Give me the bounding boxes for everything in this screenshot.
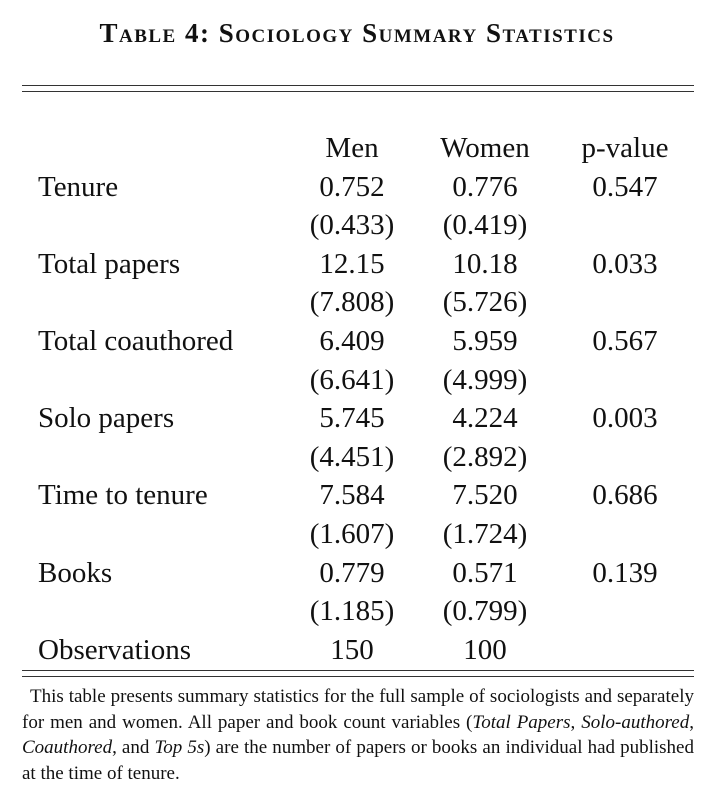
mean: 6.409 [319,325,385,357]
note-text: , [689,711,694,733]
row-label: Total coauthored [38,325,234,357]
table-title: Table 4: Sociology Summary Statistics [99,18,615,48]
mean: 10.18 [452,247,518,280]
mean: 7.520 [452,479,518,512]
row-label: Time to tenure [38,479,208,512]
row-label: Books [38,556,113,589]
std-error: (4.999) [442,363,528,396]
std-error: (6.641) [309,363,395,396]
mean: 5.959 [452,325,518,357]
column-header: Men [325,132,379,164]
note-italic: Solo-authored [581,711,690,733]
column-header: Women [440,132,530,164]
rule [22,91,694,92]
mean: 0.571 [452,556,518,589]
std-error: (0.799) [442,595,528,628]
observation-count: 150 [330,633,374,666]
table-note: This table presents summary statistics f… [22,684,694,786]
std-error: (5.726) [442,286,528,319]
mean: 0.752 [319,170,385,203]
p-value: 0.567 [592,325,658,357]
p-value: 0.033 [592,247,658,280]
mean: 0.776 [452,170,518,203]
note-italic: Coauthored [22,737,113,758]
rule [22,670,694,671]
mean: 7.584 [319,479,385,512]
row-label: Solo papers [38,402,175,435]
std-error: (1.185) [309,595,395,628]
note-text: , and [112,737,155,758]
rule [22,676,694,677]
note-text: ) are the number of papers or books an i… [22,737,694,784]
mean: 12.15 [319,247,385,280]
note-text: This table presents summary statistics f… [22,686,694,733]
note-italic: Total Papers [472,711,571,733]
row-label: Observations [38,633,192,666]
mean: 4.224 [452,402,518,435]
std-error: (7.808) [309,286,395,319]
std-error: (1.607) [309,518,395,550]
row-label: Tenure [38,170,119,203]
mean: 5.745 [319,402,385,435]
std-error: (2.892) [442,440,528,473]
observation-count: 100 [463,633,507,666]
p-value: 0.547 [592,170,658,203]
note-italic: Top 5s [154,737,205,758]
mean: 0.779 [319,556,385,589]
std-error: (0.433) [309,209,395,242]
std-error: (1.724) [442,518,528,550]
row-label: Total papers [38,247,181,280]
column-header: p-value [581,132,669,164]
p-value: 0.139 [592,556,658,589]
p-value: 0.003 [592,402,658,435]
rule [22,85,694,86]
std-error: (0.419) [442,209,528,242]
note-text: , [570,711,582,733]
std-error: (4.451) [309,440,395,473]
p-value: 0.686 [592,479,658,512]
